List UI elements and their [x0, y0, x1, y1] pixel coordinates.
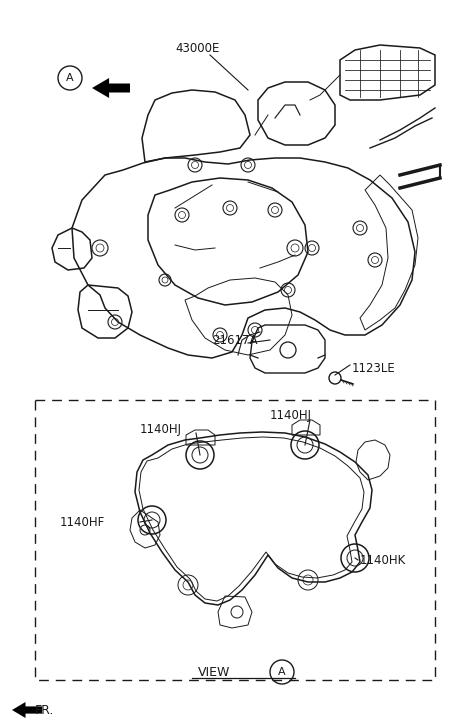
Bar [35, 400, 434, 680]
Text: 1140HK: 1140HK [359, 553, 406, 566]
Text: A: A [66, 73, 74, 83]
Text: FR.: FR. [35, 704, 54, 717]
Text: 1140HJ: 1140HJ [269, 409, 311, 422]
Text: 21617A: 21617A [212, 334, 257, 347]
Text: VIEW: VIEW [198, 665, 230, 678]
Text: 43000E: 43000E [175, 41, 219, 55]
Text: 1123LE: 1123LE [351, 361, 395, 374]
Polygon shape [92, 78, 130, 98]
Text: 1140HF: 1140HF [60, 516, 105, 529]
Polygon shape [12, 702, 42, 718]
Text: 1140HJ: 1140HJ [140, 424, 181, 436]
Text: A: A [278, 667, 285, 677]
